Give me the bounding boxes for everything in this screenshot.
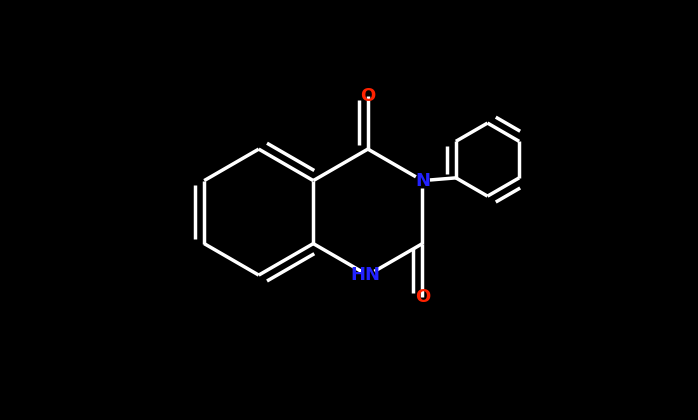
- Text: O: O: [415, 288, 430, 306]
- Text: N: N: [415, 172, 430, 189]
- Text: O: O: [360, 87, 376, 105]
- Text: HN: HN: [351, 266, 381, 284]
